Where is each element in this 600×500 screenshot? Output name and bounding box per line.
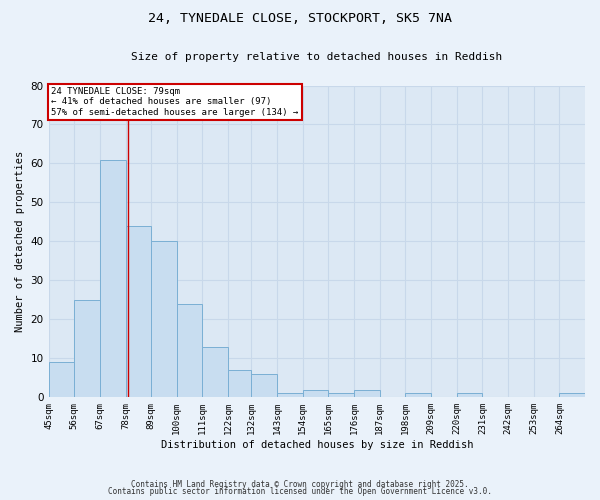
Bar [354,390,380,398]
Bar [202,346,228,398]
Bar [49,362,74,398]
Bar [406,394,431,398]
Bar [277,394,303,398]
Bar [457,394,482,398]
Text: Contains public sector information licensed under the Open Government Licence v3: Contains public sector information licen… [108,487,492,496]
Bar [125,226,151,398]
Text: Contains HM Land Registry data © Crown copyright and database right 2025.: Contains HM Land Registry data © Crown c… [131,480,469,489]
Bar [303,390,328,398]
Bar [100,160,125,398]
Bar [151,242,177,398]
Bar [559,394,585,398]
Bar [251,374,277,398]
Bar [328,394,354,398]
Text: 24 TYNEDALE CLOSE: 79sqm
← 41% of detached houses are smaller (97)
57% of semi-d: 24 TYNEDALE CLOSE: 79sqm ← 41% of detach… [51,87,298,117]
Text: 24, TYNEDALE CLOSE, STOCKPORT, SK5 7NA: 24, TYNEDALE CLOSE, STOCKPORT, SK5 7NA [148,12,452,26]
Title: Size of property relative to detached houses in Reddish: Size of property relative to detached ho… [131,52,502,62]
Y-axis label: Number of detached properties: Number of detached properties [15,151,25,332]
Bar [74,300,100,398]
Bar [228,370,251,398]
X-axis label: Distribution of detached houses by size in Reddish: Distribution of detached houses by size … [161,440,473,450]
Bar [177,304,202,398]
